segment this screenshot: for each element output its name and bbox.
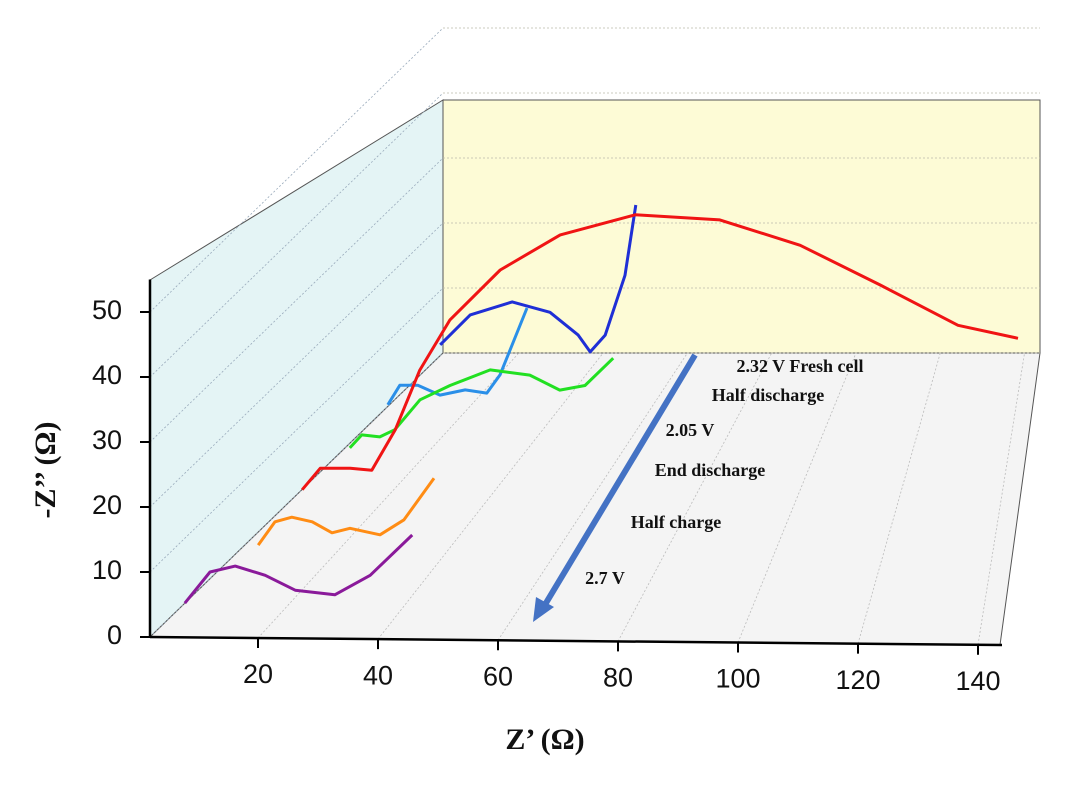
- series-line: [256, 477, 436, 546]
- y-tick-label: 30: [92, 425, 122, 455]
- x-tick-label: 40: [363, 660, 393, 690]
- series-label: Half charge: [631, 512, 721, 532]
- floor-grid-line: [737, 352, 857, 643]
- floor-grid-line: [377, 352, 604, 640]
- series-line: [386, 307, 529, 406]
- y-tick-label: 0: [107, 620, 122, 650]
- arrow-head: [533, 597, 554, 622]
- side-grid-line: [149, 222, 444, 508]
- side-grid-line: [149, 27, 444, 313]
- side-grid-line: [149, 287, 444, 573]
- series-line: [183, 533, 414, 605]
- x-axis-title: Z’ (Ω): [505, 723, 584, 756]
- series-line: [348, 357, 615, 449]
- series-label: Half discharge: [712, 385, 825, 405]
- series-label: 2.7 V: [585, 568, 625, 588]
- floor-grid-line: [617, 352, 773, 642]
- side-grid-line: [149, 92, 444, 378]
- y-axis-title: -Z’’ (Ω): [29, 421, 62, 518]
- series-line: [439, 204, 638, 354]
- series-label: 2.05 V: [666, 420, 715, 440]
- side-grid-line: [149, 157, 444, 443]
- x-axis: [149, 635, 1003, 647]
- x-tick-label: 140: [955, 666, 1000, 696]
- x-tick-label: 120: [835, 665, 880, 695]
- floor-grid-line: [977, 352, 1025, 645]
- x-tick-label: 100: [715, 664, 760, 694]
- y-tick-label: 10: [92, 555, 122, 585]
- series-label: End discharge: [655, 460, 766, 480]
- y-tick-label: 40: [92, 360, 122, 390]
- x-tick-label: 20: [243, 659, 273, 689]
- series-label: 2.32 V Fresh cell: [737, 356, 864, 376]
- y-tick-label: 20: [92, 490, 122, 520]
- x-tick-label: 80: [603, 663, 633, 693]
- arrow-shaft: [540, 353, 698, 610]
- y-tick-label: 50: [92, 295, 122, 325]
- x-tick-label: 60: [483, 661, 513, 691]
- side-grid-line: [149, 352, 444, 638]
- floor-grid-line: [497, 352, 688, 641]
- series-line: [301, 213, 1019, 491]
